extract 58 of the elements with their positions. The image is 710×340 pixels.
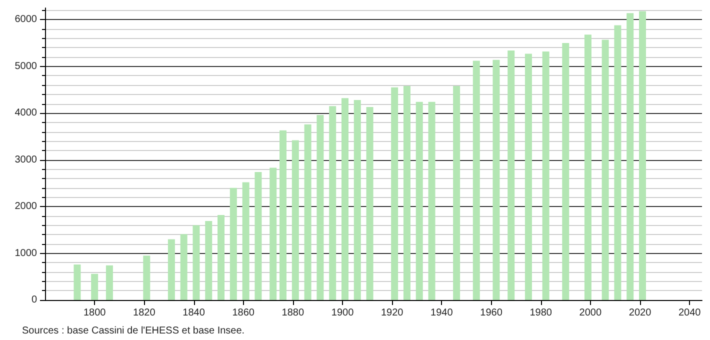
bar <box>218 214 225 300</box>
bar <box>391 87 398 300</box>
x-tick-label: 1900 <box>331 308 354 318</box>
y-tick-label: 5000 <box>14 60 38 72</box>
y-tick-label: 6000 <box>14 14 38 26</box>
source-note: Sources : base Cassini de l'EHESS et base Insee. <box>22 326 245 336</box>
bar <box>639 11 646 300</box>
bar <box>602 40 609 300</box>
bar <box>316 114 324 300</box>
bar <box>168 239 175 300</box>
bar <box>453 86 460 300</box>
bar <box>416 102 423 300</box>
bar <box>428 102 436 300</box>
bar <box>508 50 515 300</box>
x-tick-label: 1960 <box>480 308 503 318</box>
bar <box>524 54 532 300</box>
y-tick-label: 4000 <box>14 108 38 119</box>
bar <box>74 264 81 300</box>
y-tick-label: 2000 <box>14 201 38 212</box>
x-tick-label: 1880 <box>282 308 304 318</box>
bar <box>280 130 287 300</box>
bar <box>242 182 250 300</box>
x-tick-label: 2000 <box>579 308 602 318</box>
x-tick-label: 1920 <box>380 308 404 318</box>
x-tick-label: 1800 <box>83 308 106 318</box>
x-tick-label: 1820 <box>133 308 156 318</box>
bar <box>492 60 500 300</box>
bar <box>366 107 374 300</box>
bar <box>472 60 480 300</box>
x-tick-label: 1840 <box>182 308 206 318</box>
bar <box>230 188 237 300</box>
bar <box>205 221 212 300</box>
bar <box>329 106 336 300</box>
bar <box>341 98 348 300</box>
x-tick-label: 2020 <box>628 308 652 318</box>
bar <box>614 25 622 300</box>
x-tick-label: 2040 <box>678 308 702 318</box>
bar <box>106 265 113 300</box>
bar <box>91 274 98 300</box>
bar <box>584 34 592 300</box>
bar <box>542 51 550 300</box>
bar <box>292 140 299 300</box>
bar <box>403 86 410 300</box>
y-tick-label: 1000 <box>14 248 38 259</box>
x-tick-label: 1860 <box>232 308 255 318</box>
y-tick-label: 3000 <box>14 154 38 166</box>
bar <box>304 124 312 300</box>
bar <box>270 168 277 300</box>
x-tick-label: 1940 <box>430 308 454 318</box>
bar <box>354 100 361 300</box>
bar <box>180 234 188 300</box>
bar <box>562 43 570 300</box>
bar <box>143 256 150 300</box>
bar <box>192 225 200 300</box>
bar <box>254 172 262 300</box>
x-tick-label: 1980 <box>530 308 552 318</box>
y-tick-label: 0 <box>31 294 38 306</box>
bar <box>626 13 634 300</box>
